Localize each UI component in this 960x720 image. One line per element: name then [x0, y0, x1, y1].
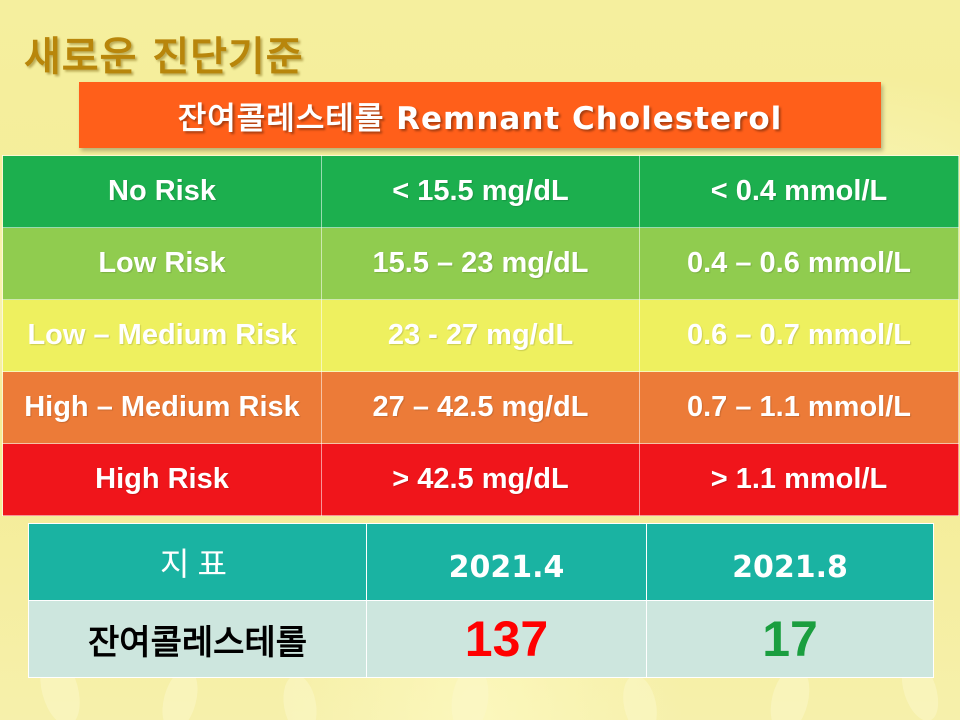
result-header-row: 지표 2021.4 2021.8	[28, 523, 934, 601]
mg-range-cell: 27 – 42.5 mg/dL	[321, 371, 640, 444]
date-header-1: 2021.4	[366, 523, 647, 601]
mg-range-cell: > 42.5 mg/dL	[321, 443, 640, 516]
risk-level-cell: Low Risk	[2, 227, 322, 300]
mg-range-cell: 15.5 – 23 mg/dL	[321, 227, 640, 300]
mmol-range-cell: > 1.1 mmol/L	[639, 443, 959, 516]
table-row: No Risk < 15.5 mg/dL < 0.4 mmol/L	[2, 155, 959, 228]
page-title: 새로운 진단기준	[24, 34, 304, 80]
risk-level-cell: High Risk	[2, 443, 322, 516]
mmol-range-cell: 0.6 – 0.7 mmol/L	[639, 299, 959, 372]
date-header-2: 2021.8	[646, 523, 934, 601]
indicator-label: 잔여콜레스테롤	[28, 600, 367, 678]
mg-range-cell: < 15.5 mg/dL	[321, 155, 640, 228]
indicator-header: 지표	[28, 523, 367, 601]
risk-criteria-table: No Risk < 15.5 mg/dL < 0.4 mmol/L Low Ri…	[2, 155, 959, 516]
topic-banner: 잔여콜레스테롤 Remnant Cholesterol	[79, 82, 881, 148]
value-2021-8: 17	[646, 600, 934, 678]
table-row: Low Risk 15.5 – 23 mg/dL 0.4 – 0.6 mmol/…	[2, 227, 959, 300]
risk-level-cell: Low – Medium Risk	[2, 299, 322, 372]
risk-level-cell: High – Medium Risk	[2, 371, 322, 444]
risk-level-cell: No Risk	[2, 155, 322, 228]
mmol-range-cell: 0.7 – 1.1 mmol/L	[639, 371, 959, 444]
table-row: Low – Medium Risk 23 - 27 mg/dL 0.6 – 0.…	[2, 299, 959, 372]
mmol-range-cell: < 0.4 mmol/L	[639, 155, 959, 228]
value-2021-4: 137	[366, 600, 647, 678]
patient-result-table: 지표 2021.4 2021.8 잔여콜레스테롤 137 17	[28, 523, 934, 678]
table-row: High – Medium Risk 27 – 42.5 mg/dL 0.7 –…	[2, 371, 959, 444]
result-value-row: 잔여콜레스테롤 137 17	[28, 600, 934, 678]
mmol-range-cell: 0.4 – 0.6 mmol/L	[639, 227, 959, 300]
mg-range-cell: 23 - 27 mg/dL	[321, 299, 640, 372]
table-row: High Risk > 42.5 mg/dL > 1.1 mmol/L	[2, 443, 959, 516]
